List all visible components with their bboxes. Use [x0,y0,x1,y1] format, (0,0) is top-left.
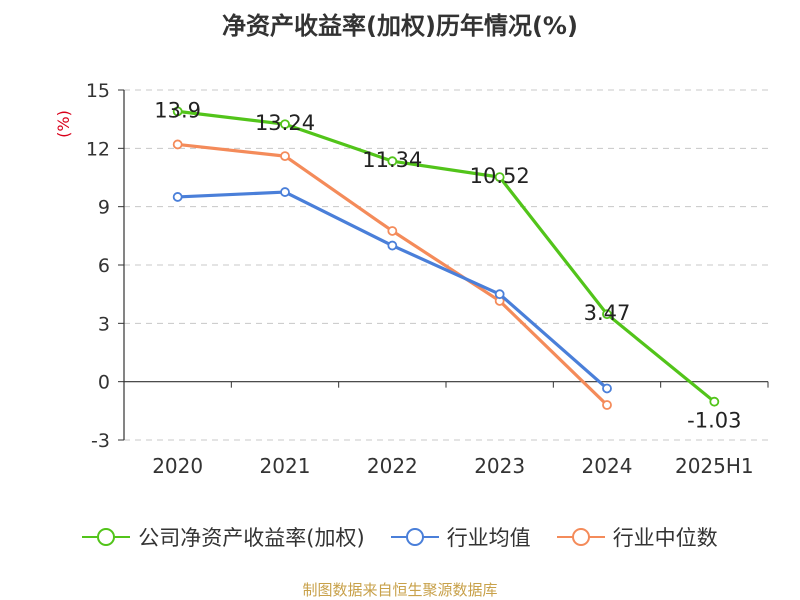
data-point [387,156,398,167]
x-tick-label: 2022 [367,454,418,478]
legend-item[interactable]: 行业均值 [390,522,531,552]
series-line [177,109,716,403]
data-label: 13.9 [154,98,201,122]
data-point [709,396,720,407]
y-tick-label: 12 [86,138,110,160]
series-line [177,190,609,390]
y-tick-label: 6 [98,255,110,277]
series-line [177,142,609,407]
data-point [602,383,612,394]
legend-label: 公司净资产收益率(加权) [138,526,365,550]
chart-title: 净资产收益率(加权)历年情况(%) [222,12,578,40]
data-point [494,172,505,183]
data-point [280,151,290,162]
x-tick-label: 2020 [152,454,203,478]
data-point [387,226,398,236]
y-axis-label: (%) [54,110,73,138]
data-point [172,192,183,202]
y-tick-label: 0 [98,372,110,394]
y-tick-label: 9 [98,197,110,219]
y-tick-label: -3 [91,430,110,452]
legend-item[interactable]: 行业中位数 [556,522,718,552]
data-label: 13.24 [255,111,315,135]
data-label: 3.47 [584,301,631,325]
y-tick-label: 3 [98,313,110,335]
legend-label: 行业中位数 [612,526,718,550]
x-tick-label: 2021 [260,454,311,478]
x-tick-label: 2025H1 [675,454,754,478]
x-tick-label: 2024 [582,454,633,478]
data-point [172,106,183,117]
x-tick-label: 2023 [474,454,525,478]
series-lines [172,106,720,410]
legend-swatch-icon [82,528,131,546]
legend: 公司净资产收益率(加权) 行业均值 行业中位数 [0,520,800,554]
data-point [280,119,290,130]
data-label: 10.52 [470,164,530,188]
legend-item[interactable]: 公司净资产收益率(加权) [82,522,365,552]
data-point [387,240,398,251]
data-label: 11.34 [362,148,422,172]
data-point [280,187,290,197]
legend-swatch-icon [390,528,439,546]
data-point [602,309,612,320]
data-point [602,400,612,410]
legend-swatch-icon [556,528,605,546]
legend-label: 行业均值 [446,526,531,550]
data-point [172,139,183,150]
y-tick-label: 15 [86,80,110,102]
data-point [494,289,505,300]
data-label: -1.03 [687,409,741,433]
data-labels: 13.9 13.24 11.34 10.52 3.47 -1.03 [154,98,741,432]
source-note: 制图数据来自恒生聚源数据库 [302,581,498,599]
axes: -3 0 3 6 9 12 15 2020 2021 2022 2023 2024 2025H1 (%) [54,80,769,478]
